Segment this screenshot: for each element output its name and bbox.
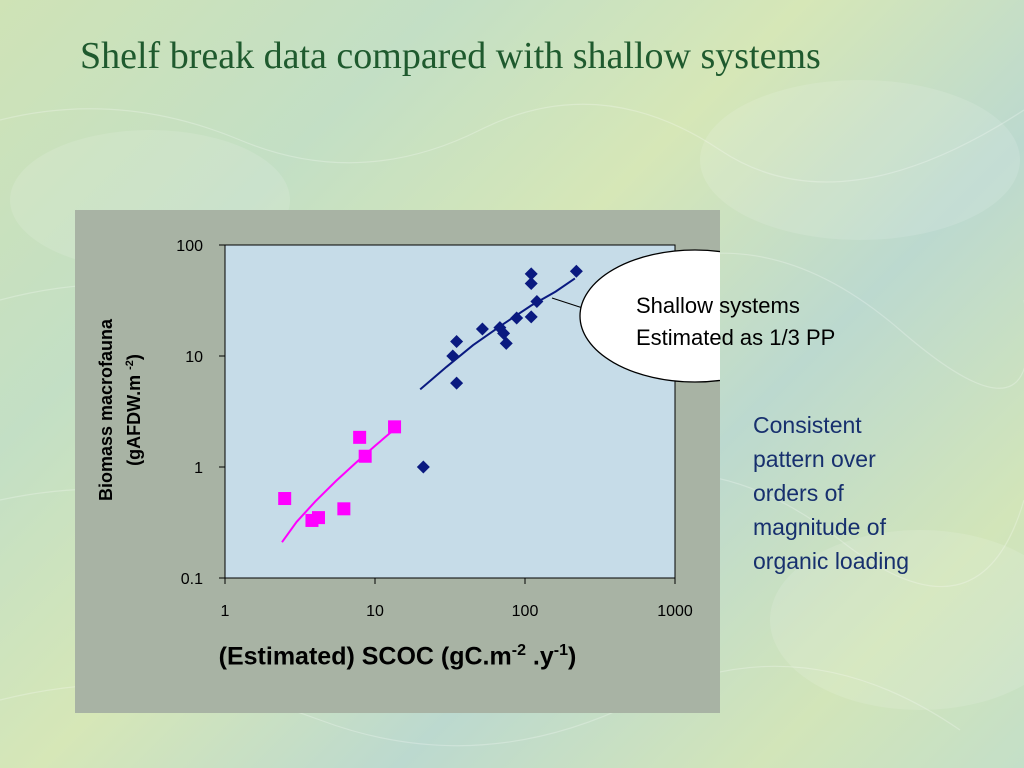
data-point-diamond	[497, 326, 511, 340]
chart-panel: 1 10 100 1000 0.1 1 10 100	[75, 210, 720, 713]
data-point-square	[278, 492, 292, 506]
data-point-square	[388, 420, 402, 434]
x-axis-exponent-2: -1	[553, 642, 569, 659]
data-points	[278, 264, 583, 527]
data-point-diamond	[450, 335, 464, 349]
slide-title: Shelf break data compared with shallow s…	[80, 35, 821, 77]
callout-text: Shallow systems Estimated as 1/3 PP	[636, 290, 936, 354]
x-axis-title-main: (Estimated) SCOC (gC.m	[218, 642, 512, 671]
side-note-line-4: magnitude of	[753, 514, 886, 540]
y-axis-title: Biomass macrofauna (gAFDW.m -2)	[94, 290, 146, 530]
data-point-square	[337, 502, 351, 516]
scatter-chart: 1 10 100 1000 0.1 1 10 100	[176, 238, 720, 620]
trend-line-series-1	[281, 430, 393, 543]
y-axis-unit: (gAFDW.m	[124, 374, 144, 466]
data-point-diamond	[475, 322, 489, 336]
data-point-diamond	[446, 349, 460, 363]
x-axis-exponent-1: -2	[511, 642, 526, 659]
y-axis-unit-exponent: -2	[124, 360, 136, 370]
x-axis-title-mid: .y	[525, 642, 554, 671]
data-point-diamond	[416, 460, 430, 474]
x-tick-label: 10	[366, 603, 384, 620]
data-point-diamond	[530, 294, 544, 308]
x-tick-label: 100	[512, 603, 539, 620]
data-point-square	[353, 430, 367, 444]
callout-line-1: Shallow systems	[636, 293, 800, 318]
x-axis-title: (Estimated) SCOC (gC.m-2 .y-1)	[75, 642, 720, 671]
y-axis-title-line2: (gAFDW.m -2)	[118, 290, 146, 530]
side-note-line-5: organic loading	[753, 548, 910, 574]
side-note-line-2: pattern over	[753, 446, 876, 472]
x-tick-label: 1000	[657, 603, 693, 620]
data-point-diamond	[569, 264, 583, 278]
callout-line-2: Estimated as 1/3 PP	[636, 325, 836, 350]
data-point-diamond	[524, 267, 538, 281]
callout-bubble	[579, 249, 720, 383]
data-point-diamond	[524, 276, 538, 290]
data-point-diamond	[450, 376, 464, 390]
data-point-square	[311, 511, 325, 525]
data-point-diamond	[524, 310, 538, 324]
y-tick-label: 10	[185, 349, 203, 366]
side-note-line-3: orders of	[753, 480, 844, 506]
y-tick-label: 0.1	[181, 571, 203, 588]
data-point-square	[358, 449, 372, 463]
y-axis-title-line1: Biomass macrofauna	[96, 318, 116, 502]
y-tick-label: 100	[176, 238, 203, 255]
y-tick-label: 1	[194, 460, 203, 477]
axis-ticks: 1 10 100 1000 0.1 1 10 100	[176, 238, 693, 620]
side-note: Consistent pattern over orders of magnit…	[753, 408, 1003, 578]
y-axis-unit-close: )	[124, 354, 144, 361]
data-point-diamond	[499, 336, 513, 350]
side-note-line-1: Consistent	[753, 412, 862, 438]
x-tick-label: 1	[221, 603, 230, 620]
x-axis-title-end: )	[568, 642, 577, 671]
